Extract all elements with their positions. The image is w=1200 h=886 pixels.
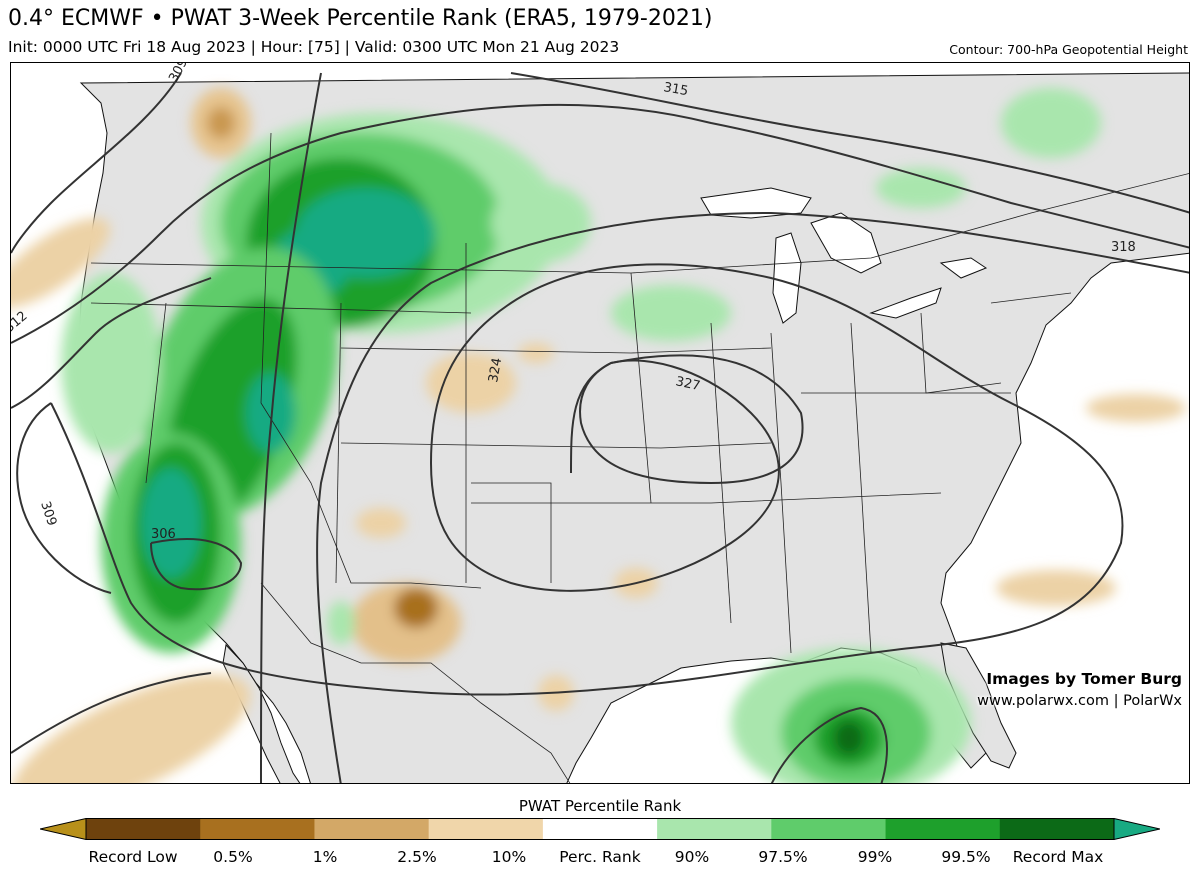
map-canvas: 309 315 318 312 324 327 309 306 (11, 63, 1189, 783)
colorbar-label: 0.5% (213, 848, 253, 866)
political-borders (90, 132, 1189, 783)
colorbar-label: 99.5% (941, 848, 991, 866)
contour-label: 306 (151, 527, 176, 542)
colorbar-extend-low (40, 818, 87, 840)
image-credit: Images by Tomer Burg (986, 670, 1182, 688)
colorbar-segment (86, 818, 201, 840)
height-contours (11, 72, 1189, 783)
colorbar-label: 1% (312, 848, 338, 866)
colorbar-label: 97.5% (758, 848, 808, 866)
colorbar-frame (85, 818, 1115, 840)
map-subtitle: Init: 0000 UTC Fri 18 Aug 2023 | Hour: [… (8, 38, 620, 56)
colorbar-label: 10% (491, 848, 527, 866)
contour-label: 315 (662, 80, 689, 99)
colorbar-segment (428, 818, 544, 840)
colorbar-extend-high (1113, 818, 1160, 840)
weather-map: 309 315 318 312 324 327 309 306 (10, 62, 1190, 784)
colorbar-segment (314, 818, 430, 840)
colorbar-segment (885, 818, 1001, 840)
contour-label: 327 (674, 374, 701, 394)
colorbar (40, 818, 1160, 840)
colorbar-segment (200, 818, 315, 840)
contour-label: 309 (37, 500, 59, 528)
great-lakes (700, 187, 988, 324)
contour-note: Contour: 700-hPa Geopotential Height (949, 42, 1188, 57)
colorbar-title: PWAT Percentile Rank (518, 797, 682, 815)
colorbar-label: Record Low (88, 848, 178, 866)
colorbar-label: 90% (674, 848, 710, 866)
percentile-shading (11, 88, 1186, 783)
colorbar-label: 99% (857, 848, 893, 866)
colorbar-label: 2.5% (397, 848, 437, 866)
colorbar-labels: Record Low 0.5% 1% 2.5% 10% Perc. Rank 9… (0, 848, 1200, 872)
website-credit: www.polarwx.com | PolarWx (977, 693, 1182, 709)
colorbar-segment (542, 818, 658, 840)
colorbar-segment (771, 818, 887, 840)
contour-label: 324 (486, 357, 505, 384)
colorbar-label: Perc. Rank (559, 848, 641, 866)
colorbar-segment (657, 818, 772, 840)
contour-label: 318 (1111, 240, 1136, 255)
colorbar-segment (999, 818, 1115, 840)
colorbar-label: Record Max (1012, 848, 1104, 866)
map-title: 0.4° ECMWF • PWAT 3-Week Percentile Rank… (8, 6, 713, 31)
